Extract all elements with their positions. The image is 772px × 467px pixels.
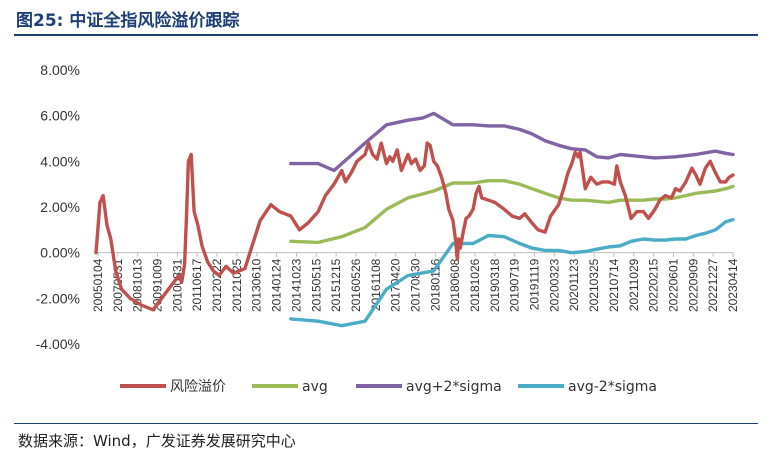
- y-tick-label: -4.00%: [36, 336, 80, 352]
- series-line-avg: [289, 178, 735, 245]
- legend-label-avg: avg: [302, 379, 328, 395]
- legend-label-avg-plus-2sigma: avg+2*sigma: [406, 379, 502, 395]
- x-tick-label: 20170830: [409, 258, 423, 312]
- legend-label-avg-minus-2sigma: avg-2*sigma: [568, 379, 657, 395]
- y-axis-ticks: 8.00% 6.00% 4.00% 2.00% 0.00% -2.00% -4.00%: [36, 62, 80, 352]
- x-tick-label: 20130610: [250, 258, 264, 312]
- x-tick-label: 20070531: [111, 258, 125, 312]
- x-tick-label: 20200323: [547, 258, 561, 312]
- y-tick-label: 8.00%: [40, 62, 80, 78]
- x-tick-label: 20190318: [488, 258, 502, 312]
- x-tick-label: 20121025: [230, 258, 244, 312]
- x-tick-label: 20190719: [508, 258, 522, 312]
- series-line-risk-premium: [94, 141, 735, 312]
- x-tick-label: 20201123: [567, 258, 581, 311]
- x-tick-label: 20141023: [289, 258, 303, 312]
- x-tick-label: 20220601: [666, 258, 680, 312]
- x-tick-label: 20230414: [726, 258, 740, 312]
- y-tick-label: 2.00%: [40, 199, 80, 215]
- x-tick-label: 20220909: [686, 258, 700, 312]
- legend-label-risk-premium: 风险溢价: [170, 379, 226, 395]
- x-tick-label: 20220215: [647, 258, 661, 312]
- x-tick-label: 20211029: [627, 258, 641, 311]
- x-tick-label: 20110617: [190, 258, 204, 311]
- legend: 风险溢价 avg avg+2*sigma avg-2*sigma: [120, 379, 657, 395]
- footer-divider: [14, 423, 758, 424]
- x-tick-label: 20050104: [91, 258, 105, 312]
- series-line-avg-plus-2sigma: [289, 111, 735, 173]
- y-tick-label: 4.00%: [40, 153, 80, 169]
- x-tick-label: 20210714: [607, 258, 621, 312]
- series-line-avg-minus-2sigma: [289, 217, 735, 328]
- y-tick-label: 6.00%: [40, 108, 80, 124]
- x-tick-label: 20221227: [706, 258, 720, 312]
- x-tick-label: 20140124: [270, 258, 284, 312]
- x-axis-ticks: 20050104 20070531 20081013 20091009 20100831…: [91, 252, 740, 312]
- x-tick-label: 20180608: [448, 258, 462, 312]
- x-tick-label: 20210325: [587, 258, 601, 312]
- x-tick-label: 20081013: [131, 258, 145, 312]
- x-tick-label: 20181026: [468, 258, 482, 312]
- x-tick-label: 20191119: [528, 258, 542, 310]
- x-tick-label: 20151215: [329, 258, 343, 312]
- title-divider: [14, 34, 758, 36]
- y-tick-label: -2.00%: [36, 290, 80, 306]
- chart-title: 图25: 中证全指风险溢价跟踪: [16, 11, 240, 31]
- x-tick-label: 20160526: [349, 258, 363, 312]
- series-lines: [94, 111, 735, 328]
- x-tick-label: 20100831: [170, 258, 184, 312]
- data-source: 数据来源：Wind，广发证券发展研究中心: [18, 432, 296, 450]
- x-tick-label: 20150515: [309, 258, 323, 312]
- y-tick-label: 0.00%: [40, 245, 80, 261]
